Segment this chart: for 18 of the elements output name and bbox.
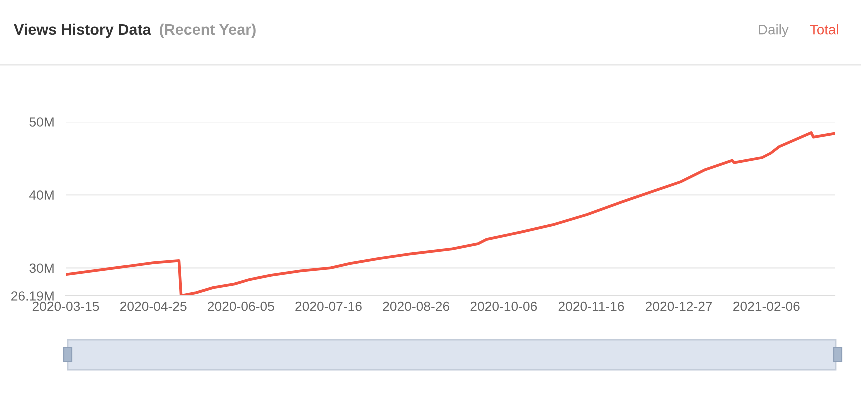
x-tick-label: 2020-03-15 bbox=[32, 302, 100, 312]
y-tick-label: 26.19M bbox=[12, 292, 54, 301]
chart-subtitle: (Recent Year) bbox=[160, 24, 256, 38]
y-tick-label: 30M bbox=[30, 264, 54, 274]
x-tick-label: 2020-11-16 bbox=[558, 302, 624, 312]
chart-title: Views History Data bbox=[14, 24, 152, 38]
x-tick-label: 2021-02-06 bbox=[734, 302, 800, 312]
text: Daily bbox=[759, 24, 789, 38]
x-tick-label: 2020-04-25 bbox=[120, 302, 187, 312]
x-tick-label: 2020-06-05 bbox=[208, 302, 274, 312]
x-tick-label: 2020-07-16 bbox=[296, 302, 362, 312]
x-tick-label: 2020-10-06 bbox=[470, 302, 538, 312]
y-tick-label: 40M bbox=[30, 190, 54, 200]
y-tick-label: 50M bbox=[30, 118, 54, 127]
x-tick-label: 2020-08-26 bbox=[383, 302, 450, 312]
x-tick-label: 2020-12-27 bbox=[646, 302, 712, 312]
text: Total bbox=[810, 24, 838, 35]
line-series bbox=[66, 132, 835, 296]
